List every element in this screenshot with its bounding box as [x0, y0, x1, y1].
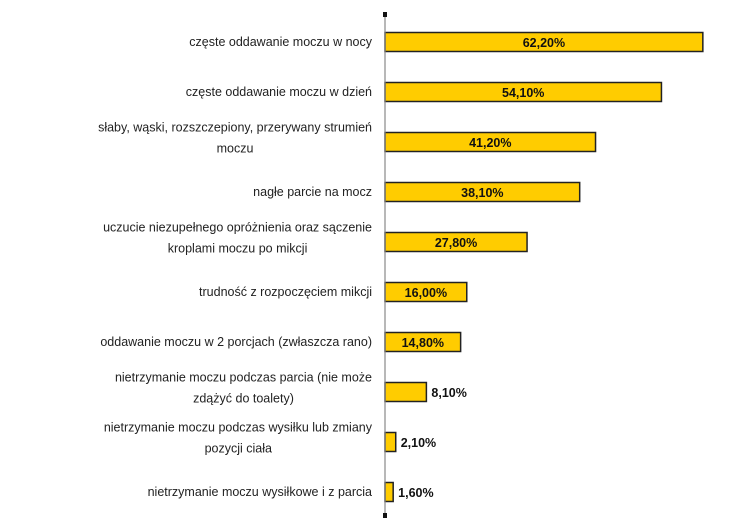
category-label: zdążyć do toalety): [193, 392, 294, 406]
bar: [384, 381, 428, 403]
category-label: nietrzymanie moczu podczas wysiłku lub z…: [104, 421, 373, 435]
data-label: 62,20%: [523, 36, 565, 50]
data-label: 14,80%: [402, 336, 444, 350]
category-label: nietrzymanie moczu wysiłkowe i z parcia: [148, 485, 372, 499]
category-label: trudność z rozpoczęciem mikcji: [199, 285, 372, 299]
category-label: kroplami moczu po mikcji: [168, 242, 308, 256]
category-label: moczu: [217, 142, 254, 156]
data-label: 2,10%: [401, 436, 436, 450]
category-label: częste oddawanie moczu w dzień: [186, 85, 372, 99]
bar: [384, 481, 394, 503]
data-label: 8,10%: [431, 386, 466, 400]
data-label: 41,20%: [469, 136, 511, 150]
category-label: nietrzymanie moczu podczas parcia (nie m…: [115, 371, 372, 385]
category-label: częste oddawanie moczu w nocy: [189, 35, 372, 49]
data-label: 38,10%: [461, 186, 503, 200]
data-label: 27,80%: [435, 236, 477, 250]
bar: [384, 431, 397, 453]
category-label: pozycji ciała: [205, 442, 272, 456]
axis-end-marker: [383, 12, 387, 17]
data-label: 1,60%: [398, 486, 433, 500]
data-label: 16,00%: [405, 286, 447, 300]
category-label: uczucie niezupełnego opróżnienia oraz są…: [103, 221, 372, 235]
category-label: nagłe parcie na mocz: [253, 185, 372, 199]
category-label: słaby, wąski, rozszczepiony, przerywany …: [98, 121, 372, 135]
data-label: 54,10%: [502, 86, 544, 100]
axis-end-marker: [383, 513, 387, 518]
category-label: oddawanie moczu w 2 porcjach (zwłaszcza …: [100, 335, 372, 349]
